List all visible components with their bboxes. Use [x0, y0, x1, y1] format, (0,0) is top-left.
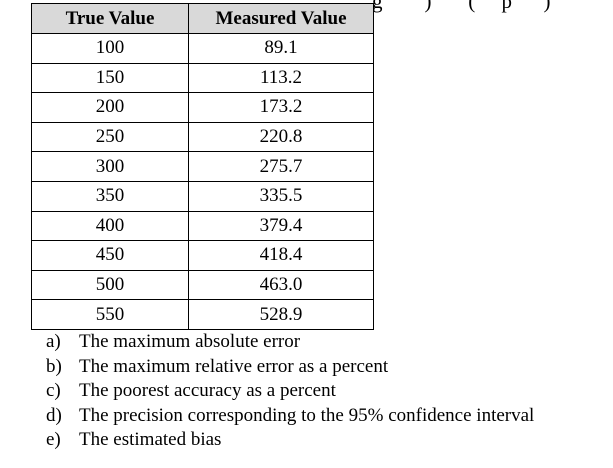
measured-value-cell: 463.0 [188, 269, 374, 301]
header-measured-value: Measured Value [188, 3, 374, 34]
table-row: 450 418.4 [31, 240, 374, 271]
table-row: 150 113.2 [31, 62, 374, 94]
question-text: The precision corresponding to the 95% c… [79, 404, 535, 426]
question-text: The maximum relative error as a percent [79, 355, 389, 377]
question-text: The maximum absolute error [79, 331, 301, 352]
table-row: 100 89.1 [31, 33, 374, 64]
table-row: 300 275.7 [31, 151, 374, 182]
list-marker: c) [46, 380, 61, 402]
table-row: 350 335.5 [31, 180, 374, 212]
true-value-cell: 550 [31, 299, 189, 330]
table-row: 250 220.8 [31, 121, 374, 153]
table-row: 550 528.9 [31, 299, 374, 330]
measured-value-cell: 379.4 [188, 210, 374, 242]
question-text: The estimated bias [79, 429, 222, 451]
list-marker: a) [46, 331, 61, 352]
true-value-cell: 450 [31, 240, 189, 271]
true-value-cell: 400 [31, 210, 189, 242]
list-marker: e) [46, 429, 61, 451]
measured-value-cell: 418.4 [188, 240, 374, 271]
question-text: The poorest accuracy as a percent [79, 380, 336, 402]
true-value-cell: 200 [31, 92, 189, 123]
table-row: 200 173.2 [31, 92, 374, 123]
cut-off-heading-fragment: g ) ( p ) [372, 0, 551, 13]
table-row: 500 463.0 [31, 269, 374, 301]
measured-value-cell: 220.8 [188, 121, 374, 153]
table-row: 400 379.4 [31, 210, 374, 242]
measured-value-cell: 528.9 [188, 299, 374, 330]
header-true-value: True Value [31, 3, 189, 34]
measured-value-cell: 335.5 [188, 180, 374, 212]
table-header-row: True Value Measured Value [31, 3, 374, 34]
measured-value-cell: 173.2 [188, 92, 374, 123]
measured-value-cell: 89.1 [188, 33, 374, 64]
true-value-cell: 500 [31, 269, 189, 301]
true-value-cell: 150 [31, 62, 189, 94]
true-value-cell: 250 [31, 121, 189, 153]
measurement-table: True Value Measured Value 100 89.1 150 1… [31, 3, 374, 330]
true-value-cell: 350 [31, 180, 189, 212]
true-value-cell: 100 [31, 33, 189, 64]
measured-value-cell: 113.2 [188, 62, 374, 94]
list-marker: d) [46, 404, 62, 426]
true-value-cell: 300 [31, 151, 189, 182]
list-marker: b) [46, 355, 62, 377]
measured-value-cell: 275.7 [188, 151, 374, 182]
